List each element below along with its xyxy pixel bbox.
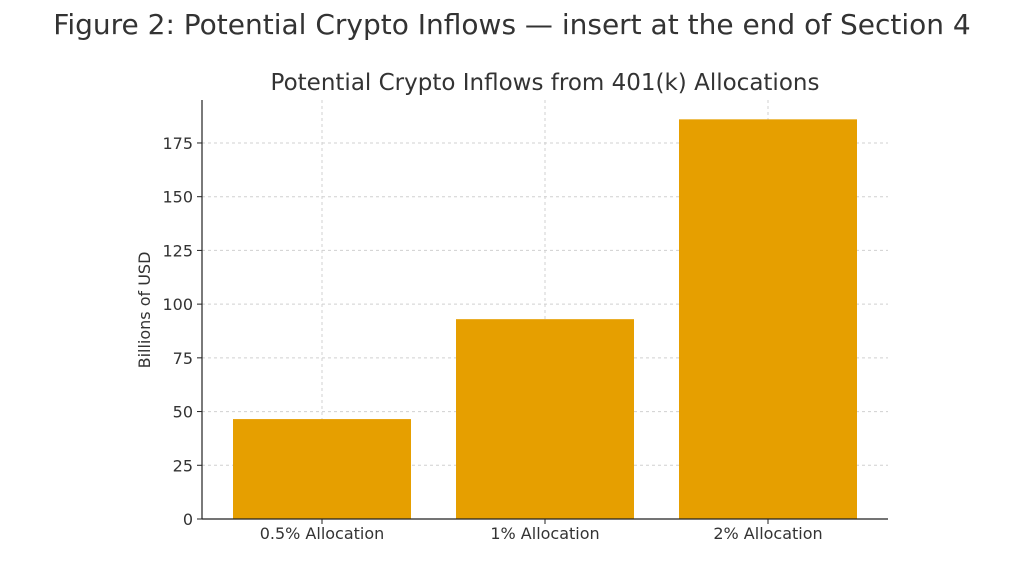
x-tick-label: 2% Allocation [713, 524, 822, 543]
y-tick-label: 25 [173, 456, 193, 475]
y-tick-label: 75 [173, 349, 193, 368]
axis-layer: 0 25 50 75 100 125 150 175 0.5% Allocation 1% All… [162, 100, 888, 543]
y-tick-label: 175 [162, 134, 193, 153]
figure-caption: Figure 2: Potential Crypto Inflows — ins… [53, 8, 971, 41]
bar-layer [233, 119, 857, 519]
y-tick-label: 125 [162, 241, 193, 260]
x-tick-label: 1% Allocation [490, 524, 599, 543]
y-tick-label: 100 [162, 295, 193, 314]
y-tick-label: 150 [162, 188, 193, 207]
bar-2 [456, 319, 634, 519]
y-tick-label: 0 [183, 510, 193, 529]
bar-1 [233, 419, 411, 519]
chart-title: Potential Crypto Inflows from 401(k) All… [271, 70, 820, 96]
x-tick-label: 0.5% Allocation [260, 524, 385, 543]
y-axis-label: Billions of USD [135, 252, 154, 369]
y-tick-label: 50 [173, 403, 193, 422]
bar-3 [679, 119, 857, 519]
